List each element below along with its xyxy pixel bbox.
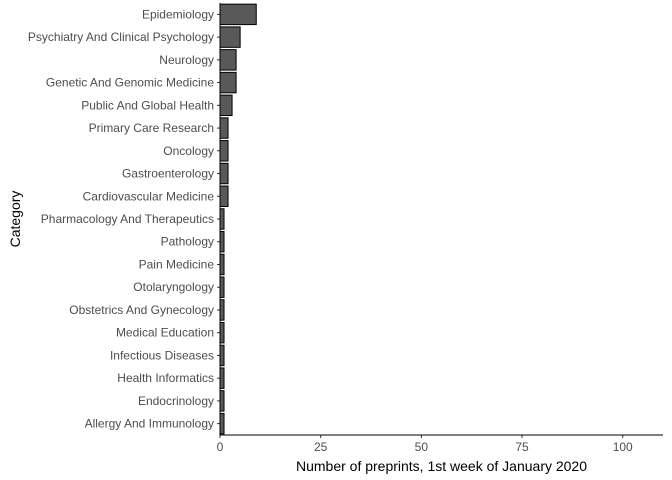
y-tick-label: Pain Medicine: [139, 257, 215, 271]
y-axis-title: Category: [7, 191, 23, 248]
y-tick-label: Obstetrics And Gynecology: [69, 303, 214, 317]
y-tick-label: Pharmacology And Therapeutics: [41, 212, 214, 226]
y-tick-label: Endocrinology: [138, 394, 214, 408]
bar-oncology: [219, 140, 229, 162]
bar-cardiovascular-medicine: [219, 185, 229, 207]
bar-infectious-diseases: [219, 344, 225, 367]
y-tick-label: Psychiatry And Clinical Psychology: [28, 30, 214, 44]
bars-group: [219, 3, 257, 435]
y-tick-label: Allergy And Immunology: [85, 417, 214, 431]
y-tick-label: Neurology: [159, 53, 214, 67]
bar-genetic-and-genomic-medicine: [219, 71, 237, 94]
bar-gastroenterology: [219, 162, 229, 185]
x-axis-title: Number of preprints, 1st week of January…: [296, 458, 587, 474]
x-tick-label: 100: [613, 440, 633, 454]
bar-pain-medicine: [219, 253, 225, 276]
x-tick-label: 25: [314, 440, 328, 454]
bar-health-informatics: [219, 367, 225, 389]
bar-psychiatry-and-clinical-psychology: [219, 26, 241, 48]
y-tick-label: Otolaryngology: [133, 280, 214, 294]
y-tick-label: Primary Care Research: [89, 121, 214, 135]
bar-neurology: [219, 49, 237, 71]
y-tick-label: Medical Education: [116, 326, 214, 340]
bar-allergy-and-immunology: [219, 412, 225, 435]
bar-epidemiology: [219, 3, 257, 26]
bar-otolaryngology: [219, 276, 225, 298]
y-tick-label: Infectious Diseases: [110, 348, 214, 362]
x-axis-ticks: 0 25 50 75 100: [217, 435, 633, 454]
y-tick-label: Epidemiology: [142, 7, 214, 21]
bar-obstetrics-and-gynecology: [219, 299, 225, 321]
x-tick-label: 75: [515, 440, 529, 454]
bar-public-and-global-health: [219, 94, 233, 117]
y-tick-label: Health Informatics: [117, 371, 214, 385]
y-tick-label: Genetic And Genomic Medicine: [46, 76, 214, 90]
bar-primary-care-research: [219, 117, 229, 139]
y-tick-label: Gastroenterology: [122, 167, 214, 181]
bar-endocrinology: [219, 390, 225, 412]
y-tick-label: Public And Global Health: [81, 98, 214, 112]
y-tick-label: Pathology: [161, 235, 214, 249]
x-tick-label: 0: [217, 440, 224, 454]
bar-medical-education: [219, 321, 225, 344]
y-tick-label: Cardiovascular Medicine: [83, 189, 215, 203]
bar-pathology: [219, 231, 225, 253]
bar-pharmacology-and-therapeutics: [219, 208, 225, 230]
y-tick-label: Oncology: [163, 144, 214, 158]
x-tick-label: 50: [415, 440, 429, 454]
y-axis-ticks: Epidemiology Psychiatry And Clinical Psyc…: [28, 7, 220, 431]
